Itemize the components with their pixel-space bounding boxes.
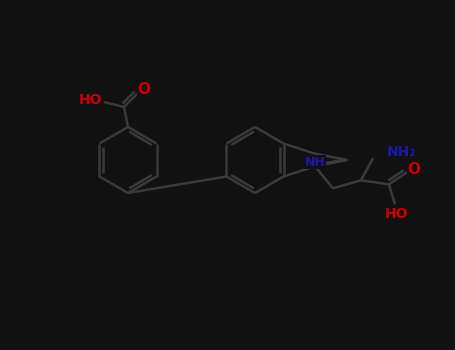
Text: NH₂: NH₂ (387, 145, 416, 159)
Text: O: O (137, 83, 151, 98)
Text: HO: HO (79, 93, 103, 107)
Text: O: O (408, 162, 420, 177)
Text: HO: HO (385, 207, 409, 221)
Text: NH: NH (304, 156, 325, 169)
